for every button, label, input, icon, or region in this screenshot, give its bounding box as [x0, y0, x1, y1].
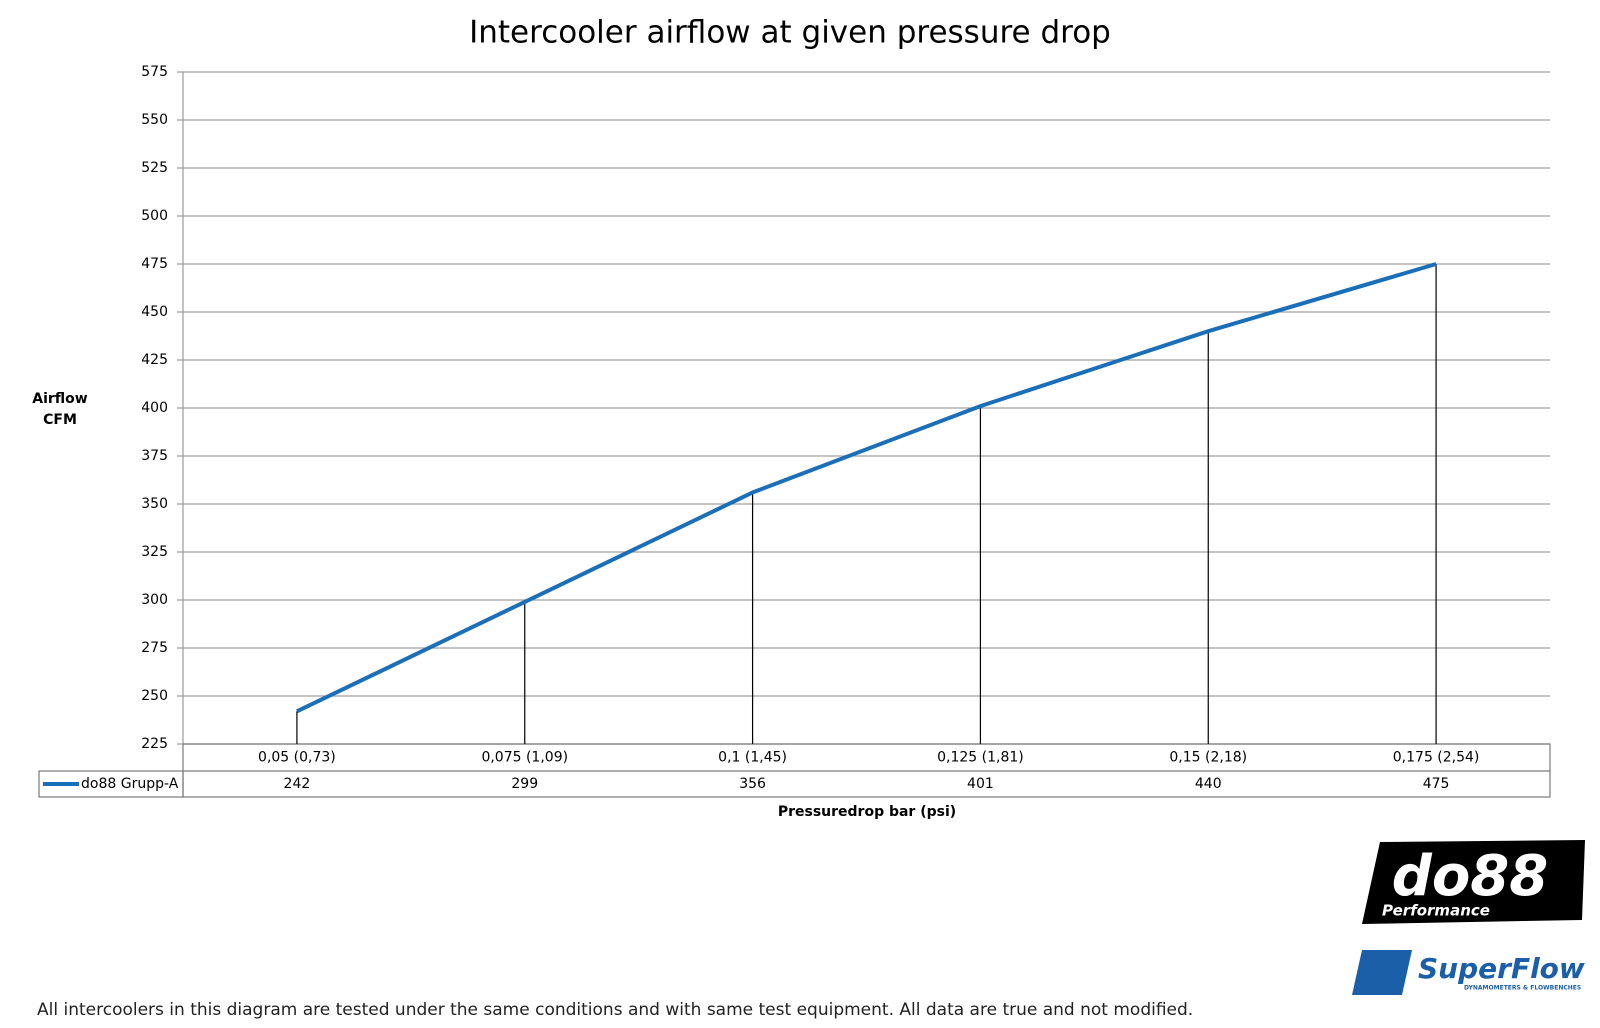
- y-tick-label: 425: [141, 352, 168, 368]
- y-tick-label: 300: [141, 592, 168, 608]
- y-tick-label: 450: [141, 304, 168, 320]
- chart-title: Intercooler airflow at given pressure dr…: [469, 15, 1111, 51]
- data-table-value: 475: [1423, 776, 1450, 792]
- x-axis-label: Pressuredrop bar (psi): [778, 804, 956, 820]
- x-tick-label: 0,175 (2,54): [1393, 750, 1480, 766]
- y-tick-label: 400: [141, 400, 168, 416]
- logo-shape: [1362, 840, 1585, 924]
- x-tick-label: 0,125 (1,81): [937, 750, 1024, 766]
- data-table-legend-cell: [38, 770, 184, 798]
- y-tick-label: 325: [141, 544, 168, 560]
- y-tick-label: 575: [141, 64, 168, 80]
- data-table-value: 242: [284, 776, 311, 792]
- logo-text: SuperFlow: [1418, 952, 1585, 985]
- data-table-value: 440: [1195, 776, 1222, 792]
- x-tick-label: 0,1 (1,45): [718, 750, 787, 766]
- y-tick-label: 525: [141, 160, 168, 176]
- x-tick-label: 0,05 (0,73): [258, 750, 336, 766]
- y-tick-label: 475: [141, 256, 168, 272]
- do88-logo: do88 Performance: [1362, 840, 1585, 924]
- footnote: All intercoolers in this diagram are tes…: [37, 1000, 1193, 1020]
- y-tick-label: 250: [141, 688, 168, 704]
- data-table-value: 401: [967, 776, 994, 792]
- x-tick-label: 0,075 (1,09): [481, 750, 568, 766]
- series-line: [296, 262, 1437, 714]
- legend-label: do88 Grupp-A: [81, 776, 179, 792]
- y-tick-label: 275: [141, 640, 168, 656]
- y-axis-label: Airflow: [32, 391, 88, 407]
- logo-subtext: Performance: [1382, 902, 1490, 920]
- logo-shape: [1352, 950, 1412, 995]
- data-table-value: 356: [739, 776, 766, 792]
- data-table-value: 299: [511, 776, 538, 792]
- y-tick-label: 500: [141, 208, 168, 224]
- y-tick-label: 550: [141, 112, 168, 128]
- y-tick-label: 225: [141, 736, 168, 752]
- y-tick-label: 375: [141, 448, 168, 464]
- x-tick-label: 0,15 (2,18): [1169, 750, 1247, 766]
- logo-text: do88: [1392, 844, 1549, 909]
- y-axis-label: CFM: [43, 412, 77, 428]
- y-tick-label: 350: [141, 496, 168, 512]
- logo-subtext: DYNAMOMETERS & FLOWBENCHES: [1464, 985, 1581, 992]
- superflow-logo: SuperFlow DYNAMOMETERS & FLOWBENCHES: [1352, 950, 1585, 995]
